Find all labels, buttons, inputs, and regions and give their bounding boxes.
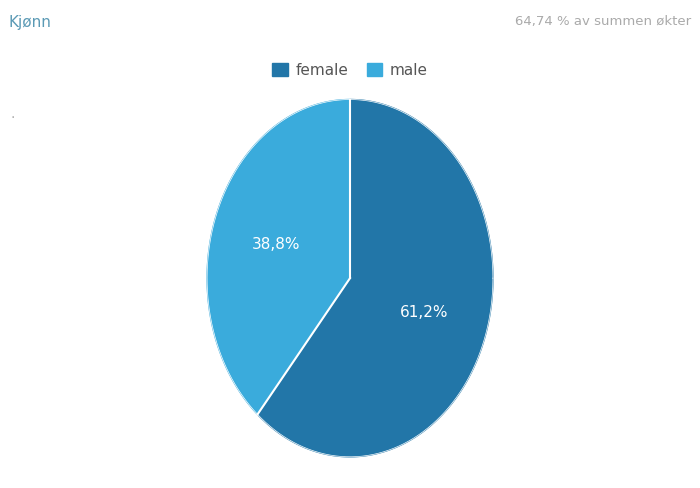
Polygon shape xyxy=(207,100,350,414)
Text: Kjønn: Kjønn xyxy=(8,15,51,30)
Text: 38,8%: 38,8% xyxy=(252,237,300,252)
Legend: female, male: female, male xyxy=(267,57,433,84)
Polygon shape xyxy=(258,100,493,457)
Text: .: . xyxy=(10,107,15,122)
Text: 64,74 % av summen økter: 64,74 % av summen økter xyxy=(515,15,692,28)
Text: 61,2%: 61,2% xyxy=(400,305,448,320)
